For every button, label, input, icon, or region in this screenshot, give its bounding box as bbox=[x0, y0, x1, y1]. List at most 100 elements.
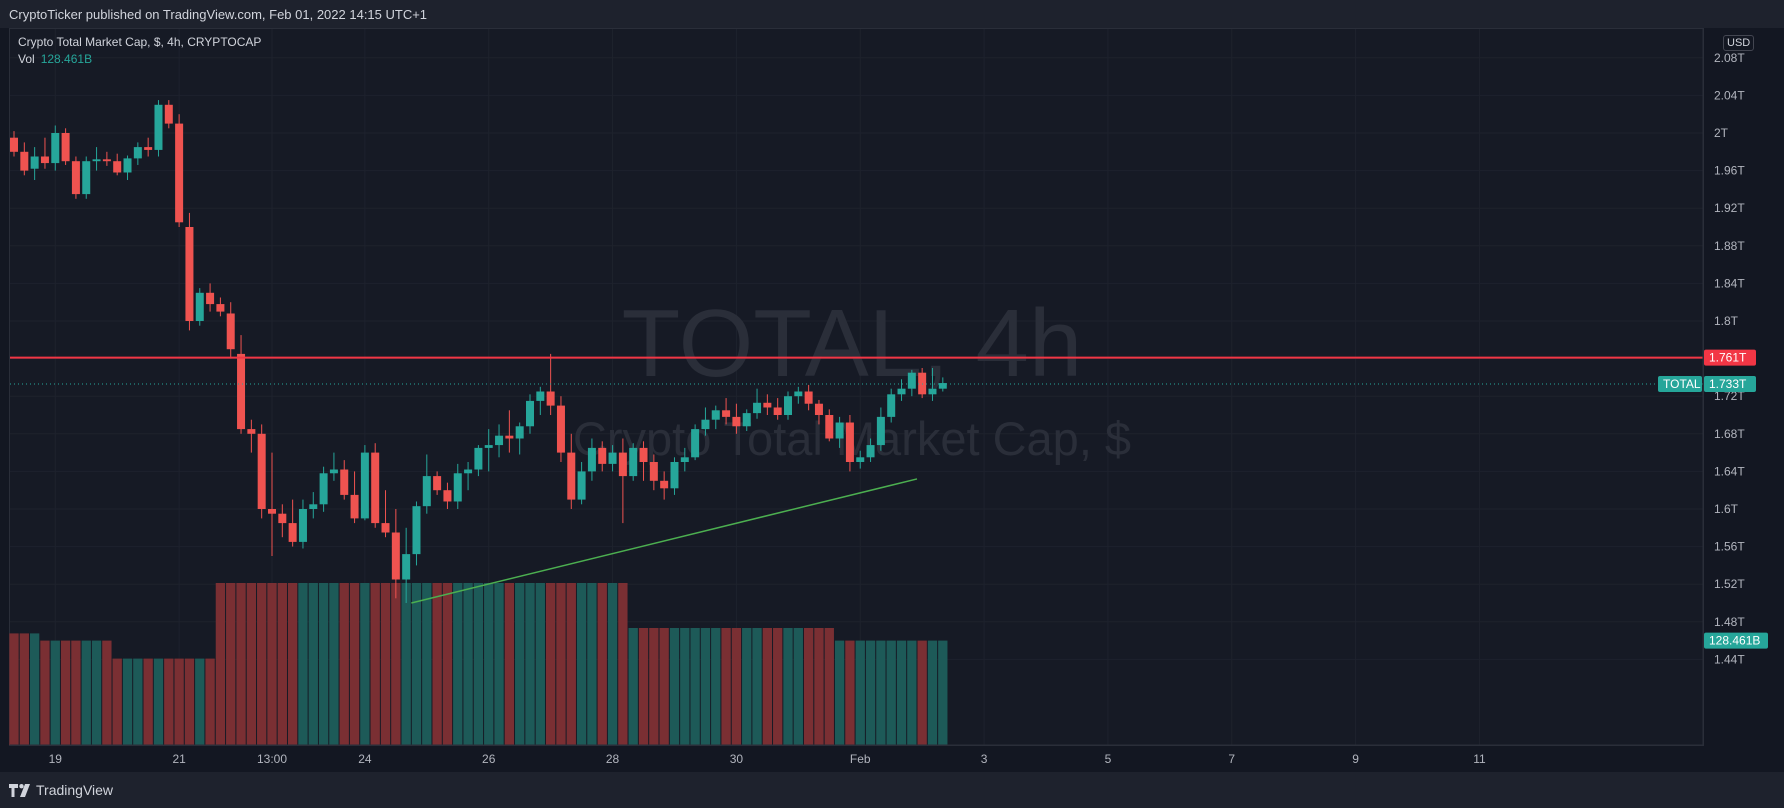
candle-body bbox=[546, 391, 555, 406]
candle-body bbox=[484, 445, 493, 448]
candle-body bbox=[371, 452, 380, 524]
volume-bar bbox=[29, 633, 40, 745]
x-tick-label: 13:00 bbox=[257, 752, 287, 766]
candle-body bbox=[288, 523, 297, 542]
candle-body bbox=[51, 133, 60, 164]
volume-bar bbox=[122, 658, 133, 745]
symbol-tag-bg bbox=[1658, 375, 1702, 392]
y-tick-label: 1.8T bbox=[1714, 314, 1739, 328]
candle-body bbox=[309, 504, 318, 509]
volume-bar bbox=[246, 583, 257, 745]
candle-body bbox=[402, 554, 411, 580]
y-tick-label: 2T bbox=[1714, 126, 1729, 140]
symbol-title: Crypto Total Market Cap, $, 4h, CRYPTOCA… bbox=[18, 35, 262, 49]
candle-body bbox=[536, 391, 545, 401]
candle-body bbox=[691, 429, 700, 458]
y-tick-label: 1.92T bbox=[1714, 201, 1745, 215]
volume-bar bbox=[896, 640, 907, 745]
chart-legend: Crypto Total Market Cap, $, 4h, CRYPTOCA… bbox=[18, 34, 261, 68]
candle-body bbox=[825, 415, 834, 439]
volume-bar bbox=[907, 640, 917, 745]
volume-bar bbox=[391, 583, 401, 745]
candle-body bbox=[784, 396, 792, 415]
volume-bar bbox=[184, 658, 195, 745]
candle-body bbox=[133, 147, 142, 159]
candle-body bbox=[474, 447, 483, 470]
volume-bar bbox=[422, 583, 432, 745]
volume-bar bbox=[618, 583, 628, 745]
volume-bar bbox=[742, 628, 752, 745]
y-tick-label: 2.04T bbox=[1714, 88, 1745, 102]
candle-body bbox=[907, 372, 916, 389]
x-tick-label: 24 bbox=[358, 752, 372, 766]
volume-bar bbox=[845, 640, 855, 745]
volume-bar bbox=[484, 583, 494, 745]
candle-body bbox=[175, 123, 184, 223]
volume-bar bbox=[824, 628, 834, 745]
candle-body bbox=[412, 506, 421, 555]
volume-bar bbox=[71, 640, 81, 745]
x-tick-label: 21 bbox=[172, 752, 186, 766]
volume-legend-value: 128.461B bbox=[40, 52, 93, 66]
candle-body bbox=[670, 462, 679, 489]
volume-bar bbox=[195, 658, 205, 745]
drawing-lines[interactable] bbox=[10, 356, 1703, 604]
tradingview-logo[interactable]: TradingView bbox=[9, 782, 113, 798]
volume-bar bbox=[566, 583, 576, 745]
volume-bar bbox=[494, 583, 504, 745]
y-tick-label: 1.52T bbox=[1714, 577, 1745, 591]
candle-body bbox=[92, 159, 101, 162]
candle-body bbox=[649, 462, 658, 481]
candle-body bbox=[938, 383, 947, 389]
volume-bar bbox=[473, 583, 484, 745]
x-tick-label: 26 bbox=[482, 752, 496, 766]
volume-bar bbox=[267, 583, 277, 745]
candle-body bbox=[268, 509, 276, 514]
volume-bar bbox=[638, 628, 649, 745]
volume-legend: Vol 128.461B bbox=[18, 51, 261, 68]
volume-bar bbox=[215, 583, 226, 745]
volume-bar bbox=[432, 583, 442, 745]
volume-bar bbox=[329, 583, 339, 745]
y-tick-label: 1.96T bbox=[1714, 164, 1745, 178]
volume-bar bbox=[628, 628, 638, 745]
volume-bar bbox=[886, 640, 896, 745]
x-axis[interactable]: 19 21 13:00 24 26 28 30 Feb 3 5 7 9 11 bbox=[10, 744, 1703, 766]
volume-bar bbox=[81, 640, 91, 745]
candle-body bbox=[278, 513, 287, 524]
x-tick-label: 11 bbox=[1473, 752, 1486, 766]
y-tick-label: 2.08T bbox=[1714, 51, 1745, 65]
candle-body bbox=[185, 227, 194, 321]
volume-bar bbox=[360, 583, 370, 745]
volume-bar bbox=[504, 583, 515, 745]
volume-bar bbox=[50, 640, 60, 745]
volume-bar bbox=[855, 640, 865, 745]
candle-body bbox=[82, 161, 91, 195]
candle-body bbox=[928, 388, 937, 395]
candle-body bbox=[443, 490, 452, 502]
volume-bar bbox=[287, 583, 298, 745]
volume-bar bbox=[711, 628, 721, 745]
volume-bar bbox=[938, 640, 948, 745]
candle-body bbox=[598, 447, 607, 464]
candle-body bbox=[247, 429, 256, 434]
volume-bar bbox=[91, 640, 102, 745]
volume-bar bbox=[669, 628, 680, 745]
y-axis[interactable]: 1.44T1.48T1.52T1.56T1.6T1.64T1.68T1.72T1… bbox=[1702, 29, 1745, 745]
candle-body bbox=[237, 353, 246, 430]
candle-body bbox=[154, 104, 163, 150]
volume-bar bbox=[143, 658, 153, 745]
candle-body bbox=[794, 391, 803, 397]
candle-body bbox=[876, 416, 885, 446]
candle-body bbox=[164, 104, 173, 124]
candle-body bbox=[340, 469, 349, 495]
volume-bar bbox=[339, 583, 349, 745]
resistance-price-tag-bg bbox=[1704, 349, 1756, 366]
currency-button[interactable]: USD bbox=[1723, 35, 1755, 51]
volume-bar bbox=[318, 583, 329, 745]
candle-body bbox=[505, 435, 514, 439]
volume-bar bbox=[40, 640, 50, 745]
candle-body bbox=[680, 457, 689, 462]
candle-body bbox=[298, 509, 307, 542]
